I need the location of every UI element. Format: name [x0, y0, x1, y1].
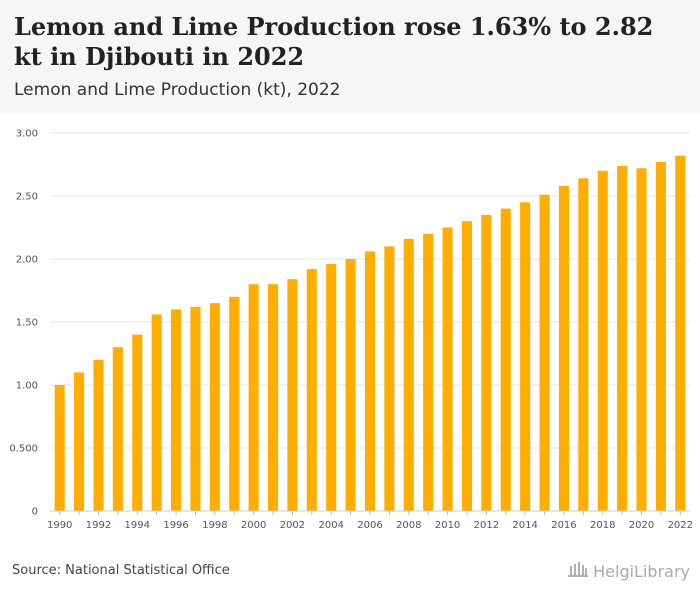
bar: [442, 227, 453, 511]
x-tick-label: 2002: [280, 520, 305, 531]
x-tick-label: 2006: [357, 520, 382, 531]
bar: [287, 279, 298, 511]
header: [0, 0, 700, 113]
bar: [306, 269, 317, 511]
bar: [171, 309, 182, 511]
bar: [578, 178, 589, 512]
bar: [520, 202, 531, 512]
helgilibrary-logo: HelgiLibrary: [567, 560, 690, 582]
y-tick-label: 3.00: [16, 129, 38, 140]
bar: [74, 372, 85, 511]
x-tick-label: 2016: [551, 520, 576, 531]
bar-chart: 0 0.500 1.00 1.50 2.00 2.50 3.00 1990 1992 1994 19…: [9, 129, 693, 532]
bar: [209, 303, 220, 511]
bar: [675, 155, 686, 511]
y-tick-label: 1.00: [16, 381, 38, 392]
x-tick-label: 2004: [318, 520, 343, 531]
bar: [112, 347, 123, 511]
y-tick-label: 2.00: [16, 255, 38, 266]
x-tick-label: 2020: [629, 520, 654, 531]
x-tick-label: 2014: [512, 520, 537, 531]
library-building-icon: [567, 560, 589, 582]
bar: [597, 170, 608, 512]
bar: [93, 359, 104, 511]
bar: [481, 214, 492, 511]
bar: [617, 165, 628, 511]
bar: [248, 284, 259, 511]
x-tick-label: 2012: [474, 520, 499, 531]
x-tick-label: 2000: [241, 520, 266, 531]
y-tick-label: 0.500: [9, 444, 38, 455]
x-tick-label: 1998: [202, 520, 227, 531]
bar: [423, 233, 434, 512]
y-tick-label: 1.50: [16, 318, 38, 329]
chart-subtitle: Lemon and Lime Production (kt), 2022: [14, 80, 341, 100]
bar: [132, 334, 143, 511]
page-title: Lemon and Lime Production rose 1.63% to …: [14, 12, 654, 71]
bar: [190, 306, 201, 511]
bar: [403, 238, 414, 511]
x-tick-label: 2018: [590, 520, 615, 531]
x-tick-label: 2010: [435, 520, 460, 531]
bar: [267, 284, 279, 511]
x-tick-label: 1996: [163, 520, 188, 531]
bar: [500, 208, 511, 511]
bar: [54, 385, 65, 511]
source-note: Source: National Statistical Office: [12, 563, 230, 578]
y-tick-label: 0: [32, 507, 38, 518]
x-tick-label: 2022: [668, 520, 693, 531]
logo-text: HelgiLibrary: [593, 561, 690, 581]
y-tick-label: 2.50: [16, 192, 38, 203]
bar: [151, 314, 162, 511]
x-tick-label: 1992: [86, 520, 111, 531]
bar: [655, 161, 666, 512]
bar: [558, 185, 569, 512]
bar: [636, 168, 647, 511]
x-tick-label: 1994: [125, 520, 150, 531]
bar: [364, 251, 376, 511]
bar: [345, 259, 356, 511]
bar: [539, 194, 550, 511]
bar: [384, 246, 395, 511]
bar: [326, 264, 337, 511]
x-tick-label: 2008: [396, 520, 421, 531]
bar: [229, 296, 240, 511]
x-tick-label: 1990: [47, 520, 72, 531]
bar: [461, 221, 473, 511]
